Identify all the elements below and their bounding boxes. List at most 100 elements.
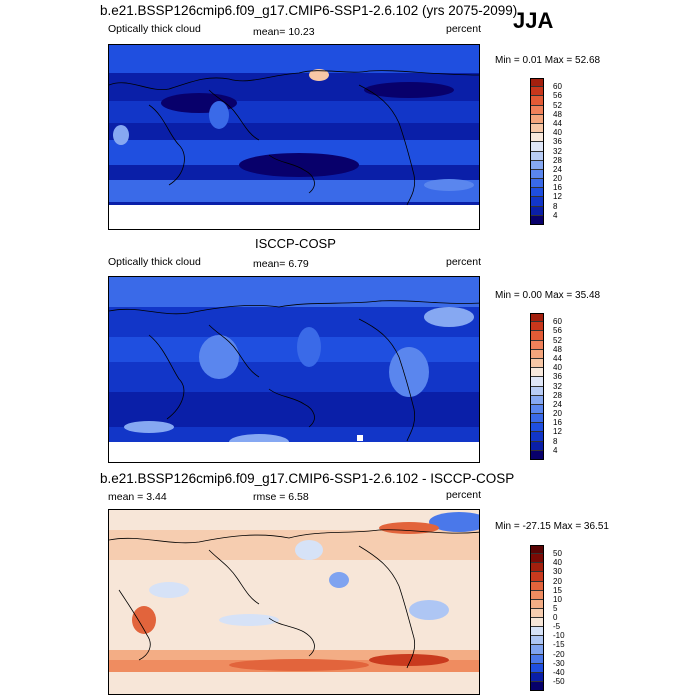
colorbar-tick-label: -50 — [553, 676, 565, 686]
colorbar-tick-label: 8 — [553, 201, 558, 211]
colorbar-tick-label: 20 — [553, 174, 562, 184]
colorbar-cell — [530, 87, 544, 97]
panel2-map-svg — [109, 277, 479, 462]
colorbar-cell — [530, 423, 544, 433]
colorbar-tick-label: 32 — [553, 146, 562, 156]
panel2-colorbar — [530, 313, 544, 460]
colorbar-cell — [530, 414, 544, 424]
colorbar-cell — [530, 179, 544, 189]
panel1-field-label: Optically thick cloud — [108, 23, 201, 35]
panel2-coastlines — [109, 300, 479, 442]
colorbar-cell — [530, 206, 544, 216]
colorbar-cell — [530, 627, 544, 637]
colorbar-tick-label: 28 — [553, 155, 562, 165]
colorbar-tick-label: 30 — [553, 567, 562, 577]
colorbar-tick-label: 40 — [553, 363, 562, 373]
colorbar-cell — [530, 123, 544, 134]
model-title: b.e21.BSSP126cmip6.f09_g17.CMIP6-SSP1-2.… — [100, 3, 518, 18]
colorbar-frame — [530, 78, 544, 225]
colorbar-tick-label: 56 — [553, 326, 562, 336]
colorbar-tick-label: 28 — [553, 390, 562, 400]
colorbar-cell — [530, 581, 544, 591]
colorbar-cell — [530, 395, 544, 405]
colorbar-cell — [530, 441, 544, 451]
panel3-rmse: rmse = 6.58 — [253, 491, 309, 503]
colorbar-cell — [530, 169, 544, 180]
colorbar-cell — [530, 96, 544, 106]
colorbar-cell — [530, 160, 544, 170]
colorbar-cell — [530, 377, 544, 387]
colorbar-tick-label: 44 — [553, 118, 562, 128]
colorbar-cell — [530, 590, 544, 600]
colorbar-cell — [530, 554, 544, 564]
colorbar-tick-label: 24 — [553, 164, 562, 174]
colorbar-cell — [530, 432, 544, 442]
colorbar-cell — [530, 608, 544, 618]
panel2-minmax: Min = 0.00 Max = 35.48 — [495, 290, 601, 301]
colorbar-cell — [530, 358, 544, 369]
colorbar-tick-label: 48 — [553, 344, 562, 354]
colorbar-tick-label: -40 — [553, 667, 565, 677]
colorbar-tick-label: 5 — [553, 603, 558, 613]
colorbar-cell — [530, 663, 544, 673]
colorbar-cell — [530, 572, 544, 582]
panel1-colorbar — [530, 78, 544, 225]
panel3-map — [108, 509, 480, 695]
colorbar-tick-label: 60 — [553, 317, 562, 327]
colorbar-tick-label: 36 — [553, 372, 562, 382]
colorbar-tick-label: 4 — [553, 210, 558, 220]
colorbar-tick-label: 48 — [553, 109, 562, 119]
colorbar-tick-label: 40 — [553, 558, 562, 568]
panel2-map — [108, 276, 480, 463]
colorbar-cell — [530, 340, 544, 350]
colorbar-cell — [530, 645, 544, 655]
panel3-units: percent — [446, 489, 482, 501]
season-label: JJA — [513, 8, 554, 33]
colorbar-tick-label: 52 — [553, 100, 562, 110]
panel3-colorbar — [530, 545, 544, 691]
panel1-coastlines — [109, 70, 479, 206]
colorbar-cell — [530, 151, 544, 161]
colorbar-cell — [530, 142, 544, 152]
colorbar-frame — [530, 545, 544, 691]
colorbar-cell — [530, 654, 544, 664]
panel2-mean: mean= 6.79 — [253, 258, 309, 270]
colorbar-tick-label: 0 — [553, 613, 558, 622]
colorbar-tick-label: 44 — [553, 353, 562, 363]
colorbar-tick-label: -10 — [553, 631, 565, 641]
colorbar-tick-label: -15 — [553, 640, 565, 650]
colorbar-cell — [530, 78, 544, 88]
panel2-units: percent — [446, 256, 482, 268]
colorbar-tick-label: 8 — [553, 436, 558, 446]
colorbar-cell — [530, 368, 544, 378]
colorbar-tick-label: 24 — [553, 399, 562, 409]
colorbar-tick-label: -5 — [553, 622, 561, 632]
panel3-mean: mean = 3.44 — [108, 491, 167, 503]
colorbar-cell — [530, 313, 544, 323]
panel1-map-svg — [109, 45, 479, 229]
colorbar-tick-label: 16 — [553, 418, 562, 428]
diff-title: b.e21.BSSP126cmip6.f09_g17.CMIP6-SSP1-2.… — [100, 471, 515, 486]
colorbar-tick-label: 10 — [553, 594, 562, 604]
panel1-minmax: Min = 0.01 Max = 52.68 — [495, 55, 601, 66]
colorbar-cell — [530, 133, 544, 143]
colorbar-tick-label: 60 — [553, 82, 562, 92]
colorbar-tick-label: 56 — [553, 91, 562, 101]
colorbar-tick-label: 16 — [553, 183, 562, 193]
colorbar-cell — [530, 349, 544, 359]
colorbar-cell — [530, 404, 544, 415]
colorbar-cell — [530, 322, 544, 332]
panel1-units: percent — [446, 23, 482, 35]
panel3-minmax: Min = -27.15 Max = 36.51 — [495, 521, 609, 532]
colorbar-tick-label: 50 — [553, 549, 562, 559]
panel1-mean: mean= 10.23 — [253, 26, 315, 38]
colorbar-tick-label: -30 — [553, 658, 565, 668]
obs-title: ISCCP-COSP — [255, 236, 336, 251]
colorbar-tick-label: 52 — [553, 335, 562, 345]
colorbar-cell — [530, 672, 544, 682]
colorbar-tick-label: 4 — [553, 445, 558, 455]
colorbar-cell — [530, 386, 544, 396]
colorbar-cell — [530, 188, 544, 198]
colorbar-cell — [530, 545, 544, 555]
colorbar-cell — [530, 636, 544, 646]
